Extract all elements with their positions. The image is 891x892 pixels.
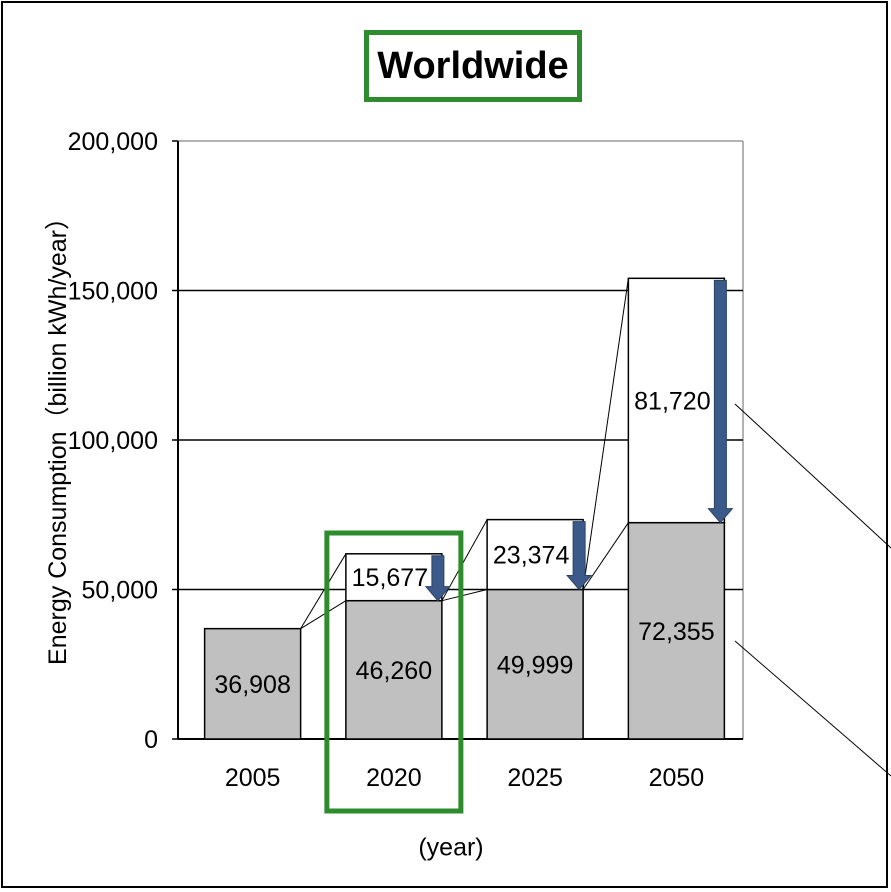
down-arrow-icon [707, 279, 734, 524]
y-tick-label: 50,000 [82, 577, 158, 605]
bar-base [203, 627, 302, 740]
x-tick-label: 2050 [649, 764, 705, 792]
connector-line [441, 589, 488, 602]
down-arrow-icon [424, 555, 451, 602]
y-tick-label: 100,000 [68, 427, 158, 455]
down-arrow-icon [566, 521, 593, 591]
bar-base [345, 599, 443, 740]
connector-line [582, 278, 629, 590]
x-tick-label: 2005 [225, 764, 281, 792]
bar-stack [486, 518, 584, 591]
connector-line [300, 600, 347, 630]
connector-line [300, 553, 347, 629]
data-label: 72,355 [638, 618, 714, 646]
callout-line [734, 640, 891, 777]
chart-title: Worldwide [364, 30, 582, 102]
data-label: 15,677 [352, 564, 428, 592]
data-label: 23,374 [493, 542, 570, 570]
x-tick-label: 2025 [507, 764, 563, 792]
x-axis-label: (year) [418, 833, 484, 862]
y-tick-label: 200,000 [68, 128, 158, 156]
data-label: 49,999 [497, 651, 573, 679]
data-label: 46,260 [356, 657, 432, 685]
connector-line [582, 522, 629, 590]
y-tick-label: 0 [144, 726, 158, 754]
y-tick-label: 150,000 [68, 278, 158, 306]
bar-stack [345, 553, 443, 602]
highlight-box [324, 530, 464, 814]
bar-base [486, 588, 584, 740]
data-label: 36,908 [214, 671, 290, 699]
bar-base [627, 521, 726, 740]
bar-stack [627, 277, 726, 524]
data-label: 81,720 [634, 387, 710, 415]
x-tick-label: 2020 [366, 764, 422, 792]
callout-line [734, 403, 891, 549]
